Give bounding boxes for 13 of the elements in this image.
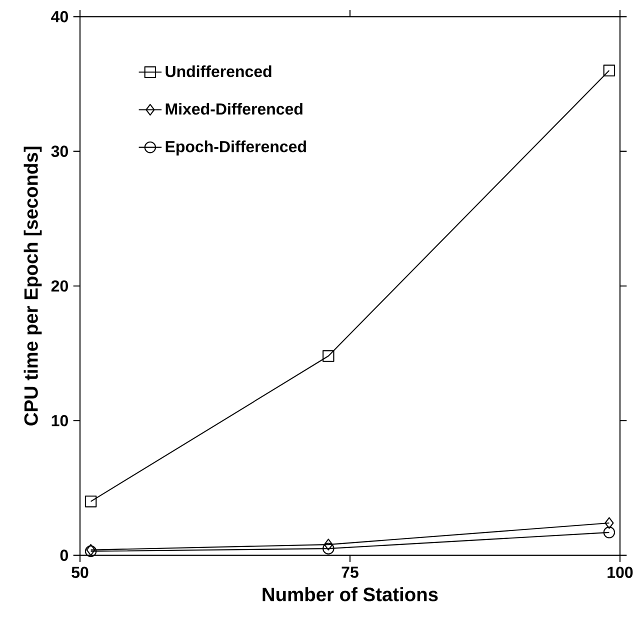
y-tick-label: 30 bbox=[51, 146, 68, 157]
legend-label: Undifferenced bbox=[166, 65, 272, 77]
y-tick-label: 0 bbox=[60, 550, 68, 561]
y-tick-label: 10 bbox=[52, 414, 68, 426]
legend-label: Epoch-Differenced bbox=[166, 140, 306, 156]
x-tick-label: 75 bbox=[342, 566, 358, 578]
x-tick-label: 50 bbox=[72, 566, 88, 578]
y-axis-title: CPU time per Epoch [seconds] bbox=[24, 146, 42, 426]
x-tick-label: 100 bbox=[608, 566, 633, 578]
y-tick-label: 20 bbox=[51, 280, 68, 292]
legend-label: Mixed-Differenced bbox=[166, 102, 302, 115]
x-axis-title: Number of Stations bbox=[262, 587, 438, 602]
y-tick-label: 40 bbox=[51, 10, 68, 22]
